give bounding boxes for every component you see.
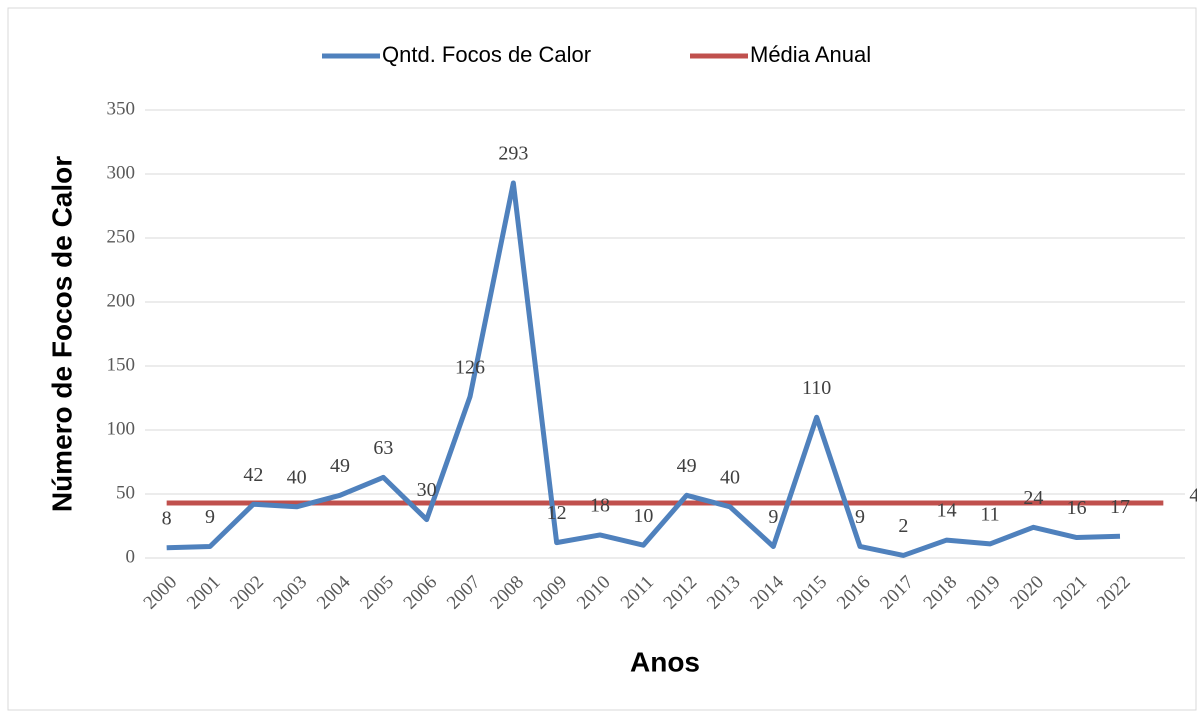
- data-label: 10: [633, 505, 653, 527]
- y-tick-label: 0: [126, 546, 136, 567]
- data-label: 12: [547, 502, 567, 524]
- data-label: 9: [768, 506, 778, 528]
- data-label: 49: [677, 455, 697, 477]
- y-tick-label: 50: [116, 482, 135, 503]
- data-label: 43: [1189, 485, 1197, 507]
- data-label: 16: [1067, 497, 1087, 519]
- data-label: 63: [373, 437, 393, 459]
- data-label: 293: [498, 143, 528, 165]
- data-label: 126: [455, 356, 485, 378]
- y-tick-label: 350: [107, 98, 136, 119]
- data-label: 42: [243, 464, 263, 486]
- data-label: 17: [1110, 496, 1130, 518]
- y-tick-label: 150: [107, 354, 136, 375]
- data-label: 8: [162, 507, 172, 529]
- data-label: 18: [590, 495, 610, 517]
- data-label: 11: [980, 504, 999, 526]
- data-label: 14: [937, 500, 957, 522]
- data-label: 9: [855, 506, 865, 528]
- data-label: 2: [898, 515, 908, 537]
- x-axis-title: Anos: [630, 646, 700, 677]
- y-tick-label: 100: [107, 418, 136, 439]
- data-label: 30: [417, 479, 437, 501]
- y-tick-label: 200: [107, 290, 136, 311]
- data-label: 24: [1023, 487, 1043, 509]
- series-line: [166, 180, 1121, 558]
- legend-label: Qntd. Focos de Calor: [382, 42, 591, 67]
- y-tick-label: 250: [107, 226, 136, 247]
- data-label: 49: [330, 455, 350, 477]
- y-tick-label: 300: [107, 162, 136, 183]
- data-label: 40: [287, 466, 307, 488]
- y-axis-title: Número de Focos de Calor: [46, 156, 77, 512]
- data-label: 110: [802, 377, 831, 399]
- chart-frame: [7, 7, 1197, 711]
- data-label: 9: [205, 506, 215, 528]
- legend-label: Média Anual: [750, 42, 871, 67]
- data-label: 40: [720, 466, 740, 488]
